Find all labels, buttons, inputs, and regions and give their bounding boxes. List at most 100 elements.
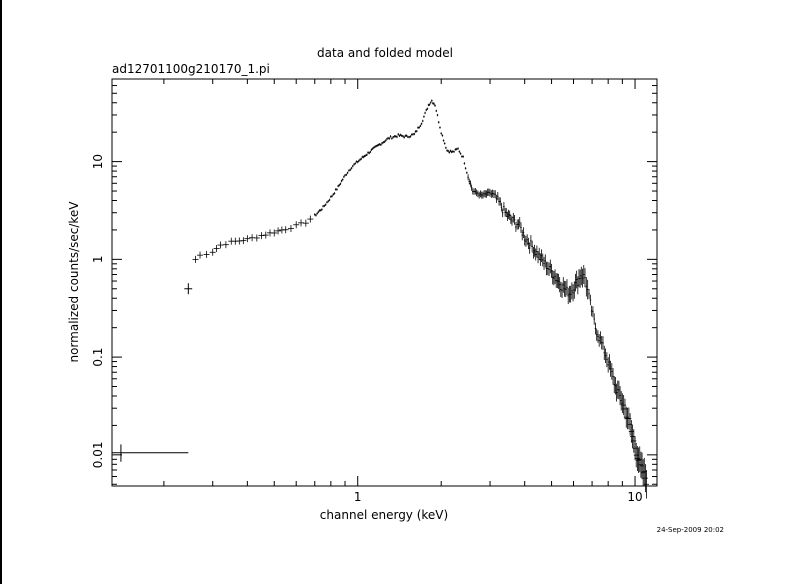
spectrum-data-point	[469, 180, 472, 187]
spectrum-data-point	[638, 451, 644, 478]
spectrum-data-point	[607, 357, 609, 373]
spectrum-data-point	[575, 270, 578, 289]
spectrum-data-point	[574, 273, 577, 292]
spectrum-data-point	[313, 213, 316, 216]
spectrum-data-point	[418, 126, 420, 129]
spectrum-data-point	[538, 247, 540, 261]
spectrum-data-point	[468, 178, 471, 185]
spectrum-data-point	[508, 210, 511, 220]
spectrum-data-point	[526, 234, 528, 246]
spectrum-data-point	[560, 281, 562, 298]
spectrum-data-point	[368, 151, 371, 155]
spectrum-data-point	[319, 209, 322, 212]
spectrum-data-point	[590, 305, 593, 317]
spectrum-data-point	[436, 113, 439, 117]
spectrum-data-point	[530, 235, 532, 247]
spectrum-data-point	[539, 253, 542, 266]
y-tick-label: 0.1	[91, 348, 105, 367]
spectrum-data-point	[203, 250, 210, 258]
spectrum-data-point	[353, 163, 355, 166]
spectrum-data-point	[349, 168, 352, 171]
spectrum-data-point	[275, 227, 282, 235]
spectrum-data-point	[348, 169, 350, 172]
spectrum-data-point	[639, 452, 645, 480]
spectrum-data-point	[326, 201, 328, 204]
spectrum-data-point	[405, 134, 408, 137]
spectrum-data-point	[512, 212, 515, 223]
spectrum-data-point	[394, 135, 397, 138]
spectrum-data-point	[515, 222, 517, 232]
spectrum-data-point	[506, 211, 509, 221]
spectrum-data-point	[566, 279, 568, 296]
spectrum-data-point	[384, 139, 387, 142]
spectrum-data-point	[282, 226, 289, 234]
spectrum-data-point	[455, 147, 458, 151]
spectrum-data-point	[490, 190, 493, 198]
spectrum-data-point	[641, 457, 647, 486]
spectrum-data-point	[350, 166, 353, 170]
error-bar-point	[112, 444, 189, 462]
spectrum-data-point	[448, 151, 451, 154]
x-axis-label: channel energy (keV)	[320, 508, 448, 522]
spectrum-data-point	[258, 232, 265, 240]
spectrum-data-point	[403, 136, 405, 139]
spectrum-data-point	[631, 429, 637, 453]
spectrum-data-point	[582, 265, 585, 284]
spectrum-data-point	[244, 235, 251, 243]
spectrum-data-point	[562, 277, 565, 293]
spectrum-data-point	[396, 135, 398, 139]
spectrum-data-point	[378, 143, 381, 146]
spectrum-data-point	[442, 139, 445, 142]
chart-subtitle: ad12701100g210170_1.pi	[112, 62, 270, 76]
spectrum-data-point	[386, 137, 388, 141]
spectrum-data-point	[217, 241, 224, 249]
spectrum-data-point	[271, 229, 278, 237]
spectrum-data-point	[614, 376, 617, 395]
spectrum-data-point	[619, 386, 621, 406]
spectrum-data-point	[609, 360, 612, 377]
spectrum-data-point	[363, 154, 366, 158]
spectrum-data-point	[434, 104, 436, 107]
spectrum-data-point	[505, 208, 508, 218]
spectrum-data-point	[345, 173, 348, 176]
spectrum-data-point	[399, 133, 402, 137]
spectrum-data-point	[359, 158, 361, 161]
spectrum-data-point	[523, 234, 526, 246]
spectrum-data-point	[429, 101, 432, 104]
axis-ticks	[112, 78, 657, 486]
spectrum-data-point	[316, 212, 318, 215]
x-tick-label: 1	[354, 490, 362, 504]
spectrum-data-point	[581, 268, 584, 288]
spectrum-data-point	[499, 197, 502, 206]
spectrum-data-point	[477, 190, 479, 198]
spectrum-data-point	[459, 152, 462, 155]
spectrum-data-point	[550, 263, 553, 278]
spectrum-data-point	[488, 188, 490, 196]
spectrum-data-point	[388, 137, 391, 140]
spectrum-data-point	[401, 134, 403, 137]
spectrum-data-point	[426, 107, 429, 111]
spectrum-data-point	[398, 134, 401, 137]
spectrum-data-point	[366, 153, 368, 156]
spectrum-data-point	[621, 395, 627, 416]
spectrum-data-point	[432, 102, 434, 105]
spectrum-data-point	[586, 279, 589, 300]
spectrum-data-point	[479, 190, 482, 198]
spectrum-data-point	[478, 191, 480, 199]
spectrum-data-point	[599, 331, 602, 345]
spectrum-data-point	[546, 261, 549, 276]
spectrum-data-point	[420, 122, 423, 125]
spectrum-data-point	[520, 222, 522, 233]
spectrum-data-point	[554, 269, 556, 284]
y-tick-label: 1	[91, 256, 105, 264]
spectrum-data-point	[622, 398, 628, 420]
spectrum-data-point	[521, 229, 524, 241]
y-tick-label: 10	[91, 154, 105, 169]
spectrum-data-point	[517, 219, 520, 230]
spectrum-data-point	[593, 313, 595, 325]
spectrum-data-point	[440, 132, 443, 135]
spectrum-data-point	[446, 149, 448, 152]
spectrum-data-point	[567, 287, 570, 305]
spectrum-data-point	[494, 190, 497, 199]
spectrum-data-point	[328, 198, 331, 202]
